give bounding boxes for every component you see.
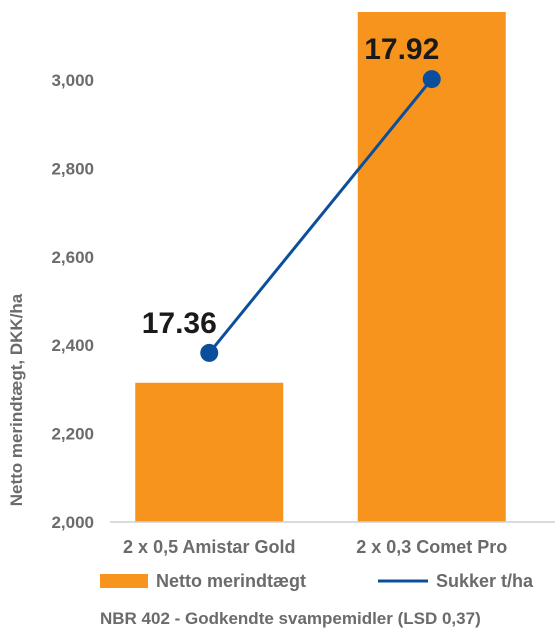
data-label: 17.36 <box>142 307 217 340</box>
y-tick-label: 2,800 <box>51 159 94 178</box>
bar-1 <box>135 382 284 522</box>
y-tick-label: 2,400 <box>51 336 94 355</box>
y-tick-label: 3,000 <box>51 71 94 90</box>
line-series-group <box>200 70 441 362</box>
y-ticks-group: 2,000 2,200 2,400 2,600 2,800 3,000 <box>51 71 94 532</box>
data-labels-group: 17.36 17.92 <box>142 33 440 340</box>
x-category-label: 2 x 0,3 Comet Pro <box>356 537 507 557</box>
y-tick-label: 2,200 <box>51 425 94 444</box>
y-tick-label: 2,000 <box>51 513 94 532</box>
bars-group <box>135 12 506 522</box>
bar-2 <box>357 12 506 522</box>
y-tick-label: 2,600 <box>51 248 94 267</box>
footnote: NBR 402 - Godkendte svampemidler (LSD 0,… <box>100 609 481 628</box>
legend-label-line: Sukker t/ha <box>436 571 534 591</box>
legend: Netto merindtægt Sukker t/ha <box>100 571 534 591</box>
legend-swatch-bar <box>100 574 148 588</box>
x-category-label: 2 x 0,5 Amistar Gold <box>123 537 295 557</box>
sukker-point <box>200 343 219 362</box>
sukker-point <box>422 70 441 89</box>
sukker-line <box>208 78 433 354</box>
data-label: 17.92 <box>364 33 439 66</box>
x-categories-group: 2 x 0,5 Amistar Gold 2 x 0,3 Comet Pro <box>123 537 507 557</box>
legend-label-bar: Netto merindtægt <box>156 571 306 591</box>
y-axis-label: Netto merindtægt, DKK/ha <box>7 293 26 506</box>
